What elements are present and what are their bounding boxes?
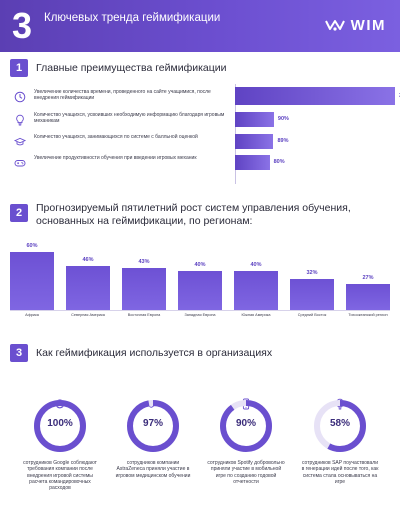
ring-caption: сотрудников SAP поучаствовали в генераци…: [301, 460, 379, 485]
region-bar-value: 32%: [306, 270, 318, 277]
region-bar-value: 40%: [250, 262, 262, 269]
ring-graphic: [34, 400, 86, 452]
section3-title: Как геймификация используется в организа…: [36, 347, 273, 359]
percentage-ring: 90%: [218, 398, 274, 454]
section2-baseline: [10, 310, 390, 311]
gamepad-icon: [14, 160, 26, 167]
ring-caption: сотрудников компании AstraZeneca приняли…: [115, 460, 191, 479]
region-bar: [66, 265, 110, 310]
section1-row: Количество учащихся, усвоивших необходим…: [12, 112, 400, 130]
section1-value-label: 89%: [277, 138, 289, 144]
section2-title: Прогнозируемый пятилетний рост систем уп…: [36, 202, 351, 227]
section1-value-label: 80%: [273, 159, 285, 165]
ring-arc: [220, 400, 272, 452]
ring-arc: [314, 400, 366, 452]
section1-row-text: Количество учащихся, усвоивших необходим…: [34, 112, 225, 125]
section1-row-text: Увеличение количества времени, проведенн…: [34, 89, 211, 102]
graduation-cap-icon: [13, 137, 27, 146]
section1-bar: [235, 134, 274, 149]
section1-value-label: 90%: [277, 116, 289, 122]
ring-value-label: 97%: [142, 418, 163, 429]
section1-title: Главные преимущества геймификации: [36, 62, 227, 74]
header-banner: 3 Ключевых тренда геймификации WIM: [0, 0, 400, 52]
ring-value-label: 100%: [47, 418, 73, 429]
region-bar-value: 43%: [138, 259, 150, 266]
ring-caption: сотрудников Spotify добровольно приняли …: [207, 460, 285, 485]
region-bar: [122, 268, 166, 310]
percentage-ring: 97%: [125, 398, 181, 454]
region-bar-value: 27%: [362, 274, 374, 281]
ring-caption: сотрудников Google соблюдают требования …: [23, 460, 97, 492]
region-bar: [346, 283, 390, 310]
header-number: 3: [12, 5, 33, 46]
wim-logo: WIM: [324, 15, 386, 35]
section2-badge: 2: [10, 204, 28, 222]
ring-value-label: 58%: [329, 418, 350, 429]
section1-row-text: Увеличение продуктивности обучения при в…: [34, 155, 197, 161]
ring-graphic: [220, 400, 272, 452]
region-label: Северная Америка: [71, 313, 105, 317]
section1-row: Увеличение количества времени, проведенн…: [12, 87, 400, 107]
ring-graphic: [314, 400, 366, 452]
region-bar-value: 46%: [82, 256, 94, 263]
gamepad-icon: [14, 156, 26, 168]
section1-row-text: Количество учащихся, занимающихся по сис…: [34, 134, 198, 140]
lightbulb-icon: [16, 114, 24, 126]
region-label: Африка: [25, 313, 39, 317]
ring-graphic: [127, 400, 179, 452]
region-bar-value: 40%: [194, 262, 206, 269]
ring-value-label: 90%: [235, 418, 256, 429]
region-label: Восточная Европа: [127, 313, 161, 317]
section1-row: Увеличение продуктивности обучения при в…: [12, 155, 400, 173]
section1-row: Количество учащихся, занимающихся по сис…: [12, 134, 400, 152]
clock-icon: [14, 91, 26, 103]
graduation-cap-icon: [13, 135, 27, 147]
region-bar: [234, 271, 278, 310]
section3-badge: 3: [10, 344, 28, 362]
percentage-ring: 100%: [32, 398, 88, 454]
clock-icon: [14, 90, 26, 103]
region-label: Западная Европа: [184, 313, 216, 317]
region-bar-value: 60%: [26, 243, 38, 249]
region-label: Южная Америка: [241, 313, 271, 317]
lightbulb-icon: [14, 113, 26, 126]
region-label: Тихоокеанский регион: [348, 313, 388, 317]
ring-arc: [34, 400, 86, 452]
section1-bar: [235, 87, 395, 105]
region-bar: [10, 252, 54, 310]
percentage-ring: 58%: [312, 398, 368, 454]
section1-badge: 1: [10, 59, 28, 77]
ring-arc: [127, 400, 179, 452]
logo-wordmark: WIM: [350, 16, 386, 34]
wim-logo-icon: [324, 20, 345, 31]
header-title: Ключевых тренда геймификации: [44, 12, 221, 24]
section1-bar: [235, 112, 274, 127]
region-bar: [178, 271, 222, 310]
region-bar: [290, 279, 334, 310]
section1-bar: [235, 155, 270, 170]
region-label: Средний Восток: [297, 313, 327, 317]
